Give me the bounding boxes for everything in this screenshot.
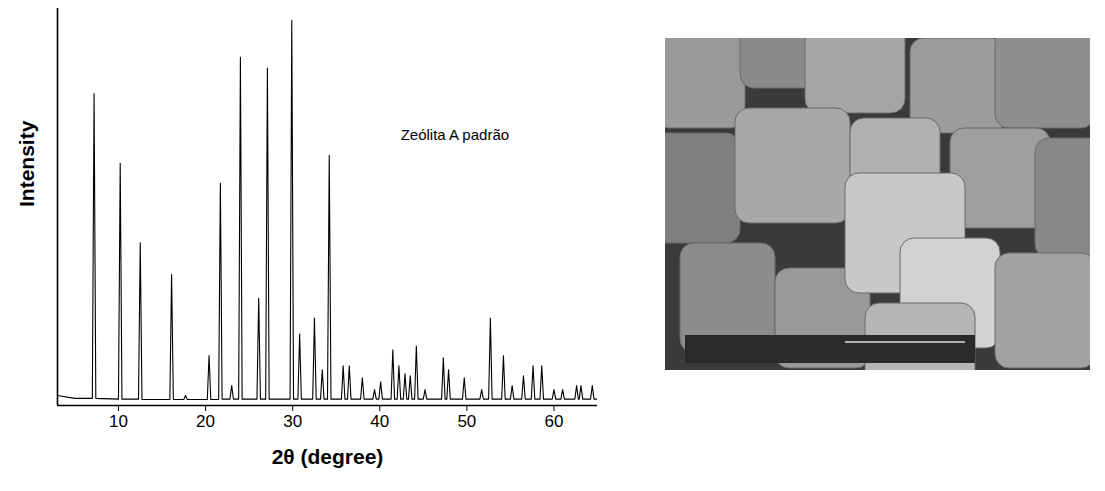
svg-text:20: 20 [196,412,215,431]
svg-text:10: 10 [109,412,128,431]
svg-text:60: 60 [544,412,563,431]
svg-text:Intensity: Intensity [15,120,38,207]
svg-text:50: 50 [457,412,476,431]
svg-text:Zeólita A padrão: Zeólita A padrão [401,126,509,143]
svg-text:30: 30 [283,412,302,431]
svg-text:40: 40 [370,412,389,431]
svg-text:2θ (degree): 2θ (degree) [272,445,384,468]
